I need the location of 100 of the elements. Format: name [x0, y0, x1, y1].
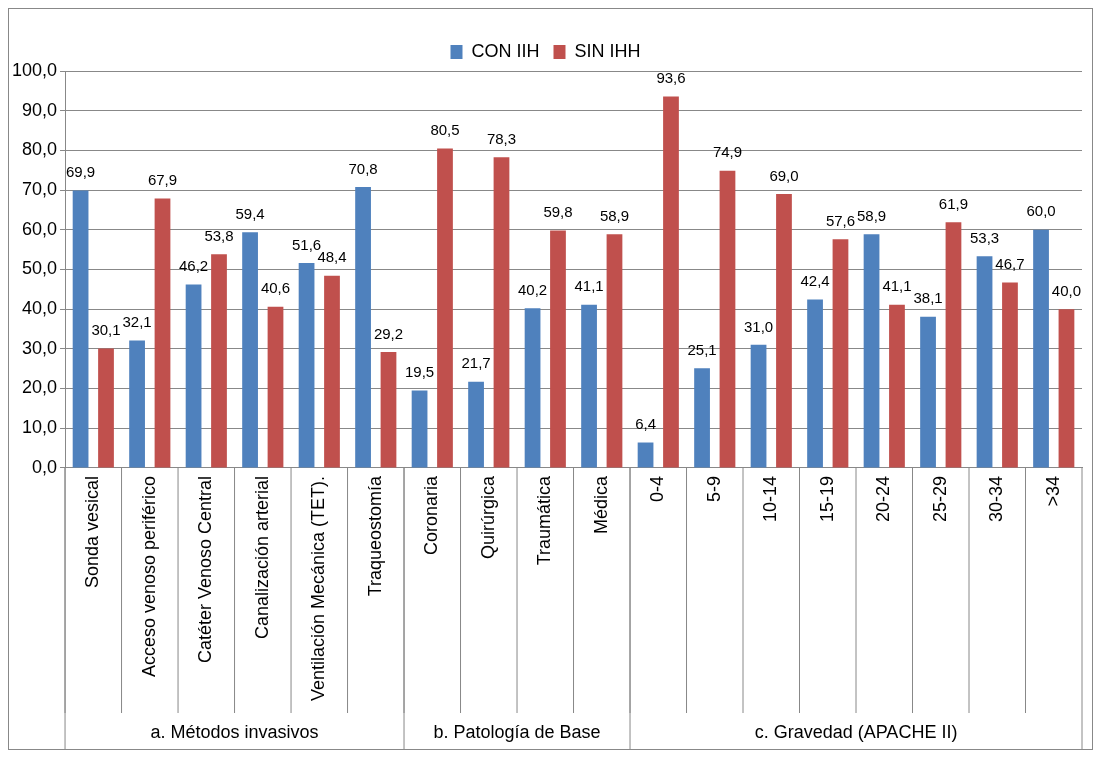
x-tick-label: 5-9: [703, 475, 724, 502]
data-label: 70,8: [348, 159, 378, 177]
data-label: 58,9: [856, 206, 887, 224]
x-tick-label: Quirúrgica: [477, 474, 498, 559]
x-tick-label: Traqueostomía: [364, 474, 385, 597]
bar: [637, 442, 654, 468]
legend-label: CON IIH: [471, 40, 540, 61]
x-tick-label: Ventilación Mecánica (TET).: [308, 475, 329, 702]
x-tick-label: Coronaria: [421, 474, 442, 555]
bar: [298, 263, 315, 468]
data-label: 40,6: [260, 279, 291, 297]
data-label: 53,3: [969, 229, 1000, 246]
data-label: 42,4: [800, 272, 830, 290]
bar: [129, 340, 145, 468]
data-label: 60,0: [1026, 202, 1056, 220]
bar: [72, 190, 89, 468]
bar: [776, 194, 792, 468]
data-label: 19,5: [404, 363, 435, 381]
data-label: 59,4: [235, 204, 265, 222]
bar: [411, 390, 428, 468]
bar: [98, 348, 114, 468]
x-tick-label: 20-24: [873, 475, 894, 522]
x-tick-label: Sonda vesical: [82, 475, 103, 588]
x-tick-label: >34: [1042, 475, 1063, 507]
data-label: 29,2: [373, 324, 404, 342]
data-label: 61,9: [938, 194, 969, 212]
bar: [550, 230, 566, 468]
bar: [468, 381, 484, 468]
x-tick-label: Catéter Venoso Central: [195, 475, 216, 664]
y-tick-label: 70,0: [22, 179, 58, 200]
y-tick-label: 20,0: [22, 377, 58, 398]
data-label: 31,0: [743, 317, 774, 335]
data-label: 30,1: [91, 321, 121, 339]
data-label: 6,4: [635, 415, 656, 433]
x-tick-label: 0-4: [647, 475, 668, 502]
y-tick-label: 10,0: [22, 417, 58, 438]
data-label: 69,0: [769, 166, 799, 184]
data-label: 53,8: [204, 227, 234, 245]
bar: [807, 299, 823, 468]
data-label: 46,7: [995, 255, 1025, 273]
bar: [242, 232, 258, 468]
y-tick-label: 100,0: [12, 59, 58, 80]
bar: [581, 304, 597, 468]
y-tick-label: 30,0: [22, 337, 58, 358]
data-label: 25,1: [687, 340, 717, 358]
data-label: 93,6: [656, 69, 686, 87]
bar: [920, 316, 936, 468]
x-tick-label: Acceso venoso periférico: [138, 475, 159, 678]
text: a. Métodos invasivos: [150, 721, 319, 742]
bar: [863, 234, 880, 468]
x-tick-label: Traumática: [534, 474, 555, 566]
x-tick-label: 30-34: [986, 475, 1007, 522]
bar: [524, 308, 541, 468]
bar: [889, 304, 905, 468]
data-label: 74,9: [712, 143, 743, 161]
data-label: 32,1: [122, 313, 152, 331]
data-label: 40,2: [517, 280, 548, 298]
x-tick-label: 15-19: [816, 475, 837, 522]
data-label: 21,7: [461, 354, 491, 372]
bar: [976, 256, 993, 468]
data-label: 41,1: [882, 277, 912, 295]
bar: [324, 275, 340, 468]
text: b. Patología de Base: [433, 721, 601, 742]
data-label: 78,3: [486, 129, 517, 147]
bar: [832, 239, 849, 468]
data-label: 46,2: [178, 257, 209, 275]
bar: [1058, 309, 1075, 468]
data-label: 67,9: [147, 171, 178, 189]
bar: [606, 234, 623, 468]
data-label: 38,1: [913, 289, 943, 307]
data-label: 58,9: [599, 206, 630, 224]
bar: [493, 157, 510, 468]
bar: [1033, 229, 1049, 468]
bar: [694, 368, 710, 468]
bar: [1002, 282, 1018, 468]
legend-label: SIN IHH: [574, 40, 641, 61]
bar: [211, 254, 227, 468]
data-label: 69,9: [65, 163, 96, 181]
bar: [355, 186, 371, 468]
bar: [185, 284, 202, 468]
y-tick-label: 80,0: [22, 139, 58, 160]
bar: [267, 306, 284, 468]
bar: [945, 222, 962, 468]
data-label: 80,5: [430, 121, 460, 139]
bar: [719, 170, 736, 468]
y-tick-label: 0,0: [32, 456, 58, 477]
bar: [154, 198, 171, 468]
x-tick-label: Canalización arterial: [251, 475, 272, 640]
bar: [380, 352, 397, 468]
x-tick-label: 10-14: [760, 475, 781, 522]
data-label: 57,6: [825, 211, 856, 229]
bar: [437, 148, 453, 468]
x-tick-label: 25-29: [929, 475, 950, 522]
data-label: 40,0: [1051, 281, 1082, 299]
data-label: 59,8: [543, 203, 573, 221]
y-tick-label: 40,0: [22, 298, 58, 319]
bar: [750, 344, 767, 468]
y-tick-label: 50,0: [22, 258, 58, 279]
y-tick-label: 90,0: [22, 99, 58, 120]
data-label: 51,6: [291, 235, 322, 253]
